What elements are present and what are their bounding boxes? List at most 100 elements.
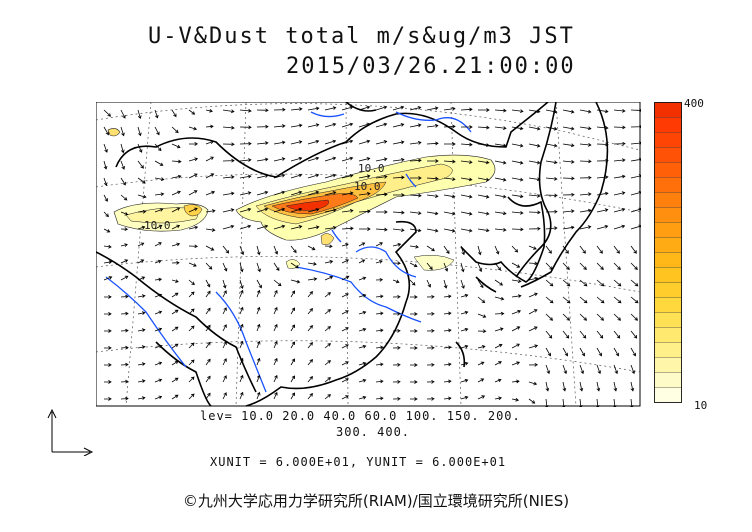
wind-vector xyxy=(205,209,216,213)
wind-vector xyxy=(511,294,522,298)
wind-vector xyxy=(545,226,558,231)
wind-vector xyxy=(341,293,349,298)
wind-vector xyxy=(545,126,558,131)
wind-vector xyxy=(630,330,638,339)
wind-vector xyxy=(239,125,252,130)
wind-vector xyxy=(120,211,129,216)
wind-vector xyxy=(137,242,145,247)
wind-vectors xyxy=(103,105,641,407)
wind-vector xyxy=(205,156,214,162)
wind-vector xyxy=(409,244,419,249)
wind-vector xyxy=(103,380,112,384)
wind-vector xyxy=(341,378,349,383)
wind-vector xyxy=(579,313,588,321)
wind-vector xyxy=(562,209,575,214)
wind-vector xyxy=(613,330,621,339)
wind-vector xyxy=(630,347,636,357)
wind-vector xyxy=(154,259,162,264)
wind-vector xyxy=(256,190,269,196)
wind-vector xyxy=(137,362,146,366)
wind-vector xyxy=(410,312,418,316)
wind-vector xyxy=(222,279,227,289)
timestamp: 2015/03/26.21:00:00 xyxy=(286,54,576,79)
wind-vector xyxy=(239,323,244,332)
wind-vector xyxy=(375,122,388,128)
wind-vector xyxy=(528,126,541,131)
wind-vector xyxy=(358,395,367,400)
wind-vector xyxy=(239,340,244,349)
wind-vector xyxy=(596,347,602,357)
wind-vector xyxy=(477,228,490,233)
wind-vector xyxy=(494,177,507,182)
wind-vector xyxy=(596,191,609,196)
colorbar-cell xyxy=(654,147,682,163)
wind-vector xyxy=(307,139,320,145)
wind-vector xyxy=(171,292,179,298)
wind-vector xyxy=(324,106,337,111)
wind-vector xyxy=(494,311,505,316)
wind-vector xyxy=(426,279,431,288)
wind-vector xyxy=(613,313,622,321)
wind-vector xyxy=(205,124,214,129)
wind-vector xyxy=(613,125,626,130)
wind-vector xyxy=(103,211,109,218)
wind-vector xyxy=(103,329,112,333)
wind-vector xyxy=(137,379,146,383)
wind-vector xyxy=(358,139,371,145)
wind-vector xyxy=(579,159,592,164)
wind-vector xyxy=(273,262,280,272)
wind-vector xyxy=(511,160,524,165)
wind-vector xyxy=(596,245,603,254)
wind-vector xyxy=(375,294,384,299)
wind-vector xyxy=(562,381,567,392)
wind-vector xyxy=(188,207,198,213)
wind-vector xyxy=(596,330,604,339)
wind-vector xyxy=(511,177,524,182)
colorbar-cell xyxy=(654,327,682,343)
wind-vector xyxy=(222,341,227,349)
wind-vector xyxy=(562,313,571,321)
wind-vector xyxy=(409,106,422,111)
wind-vector xyxy=(596,279,605,287)
wind-vector xyxy=(410,295,418,299)
wind-vector xyxy=(375,105,388,111)
wind-vector xyxy=(596,175,609,180)
wind-vector xyxy=(103,397,112,401)
wind-vector xyxy=(545,143,558,148)
wind-vector xyxy=(307,375,314,383)
wind-vector xyxy=(579,347,585,357)
wind-vector xyxy=(392,294,401,299)
wind-vector xyxy=(528,344,539,349)
wind-vector xyxy=(494,227,507,232)
colorbar-cell xyxy=(654,357,682,373)
wind-vector xyxy=(426,262,433,270)
wind-vector xyxy=(171,394,179,400)
wind-vector xyxy=(341,226,354,231)
wind-vector xyxy=(375,328,384,333)
wind-vector xyxy=(545,330,553,339)
wind-vector xyxy=(103,126,109,136)
wind-vector xyxy=(528,326,538,332)
wind-vector xyxy=(358,242,366,247)
wind-vector xyxy=(307,277,318,281)
wind-vector xyxy=(154,160,164,166)
wind-vector xyxy=(188,376,195,383)
wind-vector xyxy=(137,396,146,400)
wind-vector xyxy=(307,392,314,400)
wind-vector xyxy=(120,109,126,119)
colorbar-cell xyxy=(654,252,682,268)
wind-vector xyxy=(410,363,418,367)
wind-vector xyxy=(273,207,286,213)
wind-vector xyxy=(120,160,125,170)
wind-vector xyxy=(579,225,592,230)
wind-vector xyxy=(154,192,165,197)
wind-vector xyxy=(579,208,592,213)
wind-vector xyxy=(307,190,320,196)
wind-vector xyxy=(630,279,639,287)
wind-vector xyxy=(205,140,214,145)
wind-vector xyxy=(630,381,635,392)
wind-vector xyxy=(545,279,554,287)
wind-vector xyxy=(426,123,439,128)
wind-vector xyxy=(443,345,452,350)
wind-vector xyxy=(324,377,331,383)
